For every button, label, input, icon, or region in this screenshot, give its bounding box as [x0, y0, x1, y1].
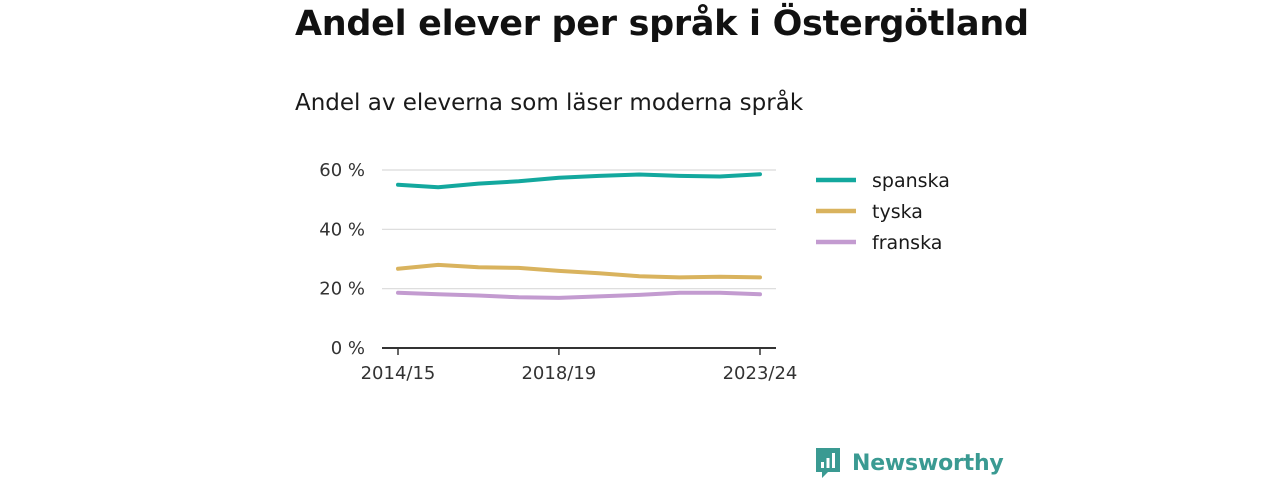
y-tick-label: 20 %	[319, 279, 365, 300]
x-axis: 2014/15 2018/19 2023/24	[361, 347, 798, 384]
series-line-tyska	[396, 262, 762, 280]
series-lines	[396, 172, 762, 300]
y-tick-label: 60 %	[319, 160, 365, 181]
series-line-spanska	[396, 172, 762, 190]
x-tick-label: 2014/15	[361, 363, 436, 384]
y-tick-label: 0 %	[331, 338, 365, 359]
gridlines	[382, 169, 776, 290]
x-tick-label: 2018/19	[521, 363, 596, 384]
legend-label-spanska: spanska	[872, 170, 950, 192]
chart-title: Andel elever per språk i Östergötland	[295, 4, 1029, 44]
x-tick-label: 2023/24	[723, 363, 798, 384]
brand-name: Newsworthy	[852, 450, 1004, 476]
chart-subtitle: Andel av eleverna som läser moderna språ…	[295, 90, 804, 116]
newsworthy-logo-icon	[816, 448, 840, 478]
series-line-franska	[396, 290, 762, 300]
legend-label-franska: franska	[872, 232, 942, 254]
legend: spanska tyska franska	[816, 170, 950, 254]
newsworthy-brand: Newsworthy	[814, 446, 1004, 480]
legend-label-tyska: tyska	[872, 201, 923, 223]
y-tick-label: 40 %	[319, 219, 365, 240]
y-axis-tick-labels: 0 % 20 % 40 % 60 %	[319, 160, 365, 359]
